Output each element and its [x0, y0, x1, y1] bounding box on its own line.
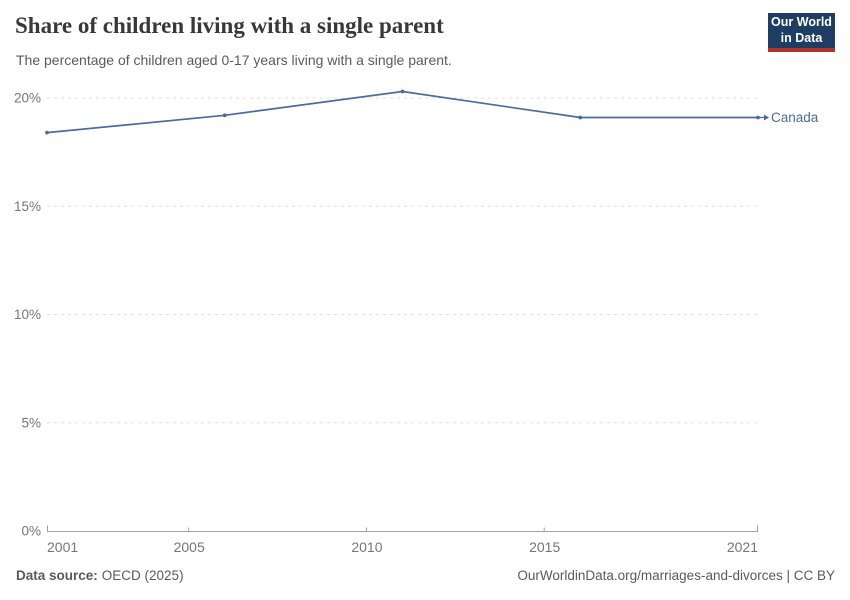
y-tick-label: 5% [21, 415, 41, 430]
owid-logo-line2: in Data [780, 30, 823, 45]
series-canada: Canada [45, 89, 819, 135]
y-gridlines [47, 97, 757, 424]
chart-subtitle: The percentage of children aged 0-17 yea… [16, 52, 452, 68]
data-source-value: OECD (2025) [101, 568, 184, 583]
x-tick-label: 2010 [351, 539, 382, 555]
y-tick-labels: 0% 5% 10% 15% 20% [14, 91, 41, 539]
data-point [45, 130, 49, 135]
x-tick-label: 2005 [174, 539, 205, 555]
x-tick-label: 2015 [529, 539, 560, 555]
data-source: Data source: OECD (2025) [16, 568, 184, 583]
owid-logo-line1: Our World [771, 15, 832, 29]
data-point [400, 89, 405, 94]
series-end-label: Canada [771, 110, 819, 125]
chart-title: Share of children living with a single p… [15, 13, 444, 38]
data-point [578, 115, 583, 120]
attribution: OurWorldinData.org/marriages-and-divorce… [517, 568, 835, 583]
y-tick-label: 20% [14, 91, 41, 106]
x-axis: 2001 2005 2010 2015 2021 [47, 525, 758, 555]
data-point [222, 113, 227, 118]
y-tick-label: 10% [14, 307, 41, 322]
y-tick-label: 15% [14, 199, 41, 214]
owid-logo: Our World in Data [768, 13, 835, 52]
end-label-arrow-icon [764, 114, 769, 121]
data-source-label: Data source: [16, 568, 98, 583]
x-tick-label: 2001 [47, 539, 78, 555]
y-tick-label: 0% [21, 524, 41, 539]
x-tick-label: 2021 [727, 539, 758, 555]
